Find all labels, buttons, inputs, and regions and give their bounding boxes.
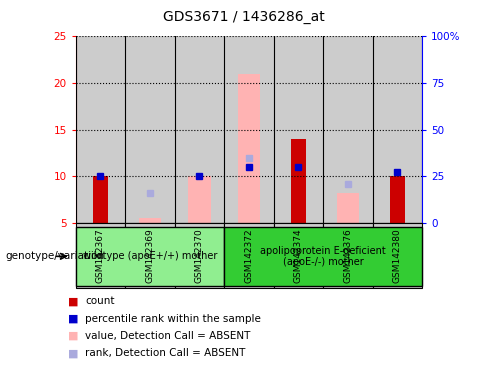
Bar [224,36,274,223]
Text: value, Detection Call = ABSENT: value, Detection Call = ABSENT [85,331,251,341]
Text: ■: ■ [68,296,79,306]
Bar [175,36,224,223]
Text: count: count [85,296,115,306]
Text: GSM142367: GSM142367 [96,228,105,283]
Text: GSM142380: GSM142380 [393,228,402,283]
Text: GSM142370: GSM142370 [195,228,204,283]
Text: ■: ■ [68,314,79,324]
Bar [373,36,422,223]
Bar [390,176,405,223]
Text: ■: ■ [68,331,79,341]
Bar [76,36,125,223]
Text: GSM142369: GSM142369 [145,228,154,283]
Bar [93,176,108,223]
Bar [139,218,161,223]
Bar [188,176,210,223]
Text: GSM142376: GSM142376 [344,228,352,283]
Bar [291,139,306,223]
Text: genotype/variation: genotype/variation [5,251,104,262]
Bar [274,36,323,223]
Bar [323,36,373,223]
Text: percentile rank within the sample: percentile rank within the sample [85,314,261,324]
Text: GSM142372: GSM142372 [244,228,253,283]
Text: apolipoprotein E-deficient
(apoE-/-) mother: apolipoprotein E-deficient (apoE-/-) mot… [260,245,386,267]
Text: ■: ■ [68,348,79,358]
Text: rank, Detection Call = ABSENT: rank, Detection Call = ABSENT [85,348,246,358]
Text: wildtype (apoE+/+) mother: wildtype (apoE+/+) mother [82,251,217,262]
Bar [337,193,359,223]
Bar [238,74,260,223]
Bar [125,36,175,223]
Text: GSM142374: GSM142374 [294,228,303,283]
Text: GDS3671 / 1436286_at: GDS3671 / 1436286_at [163,10,325,23]
